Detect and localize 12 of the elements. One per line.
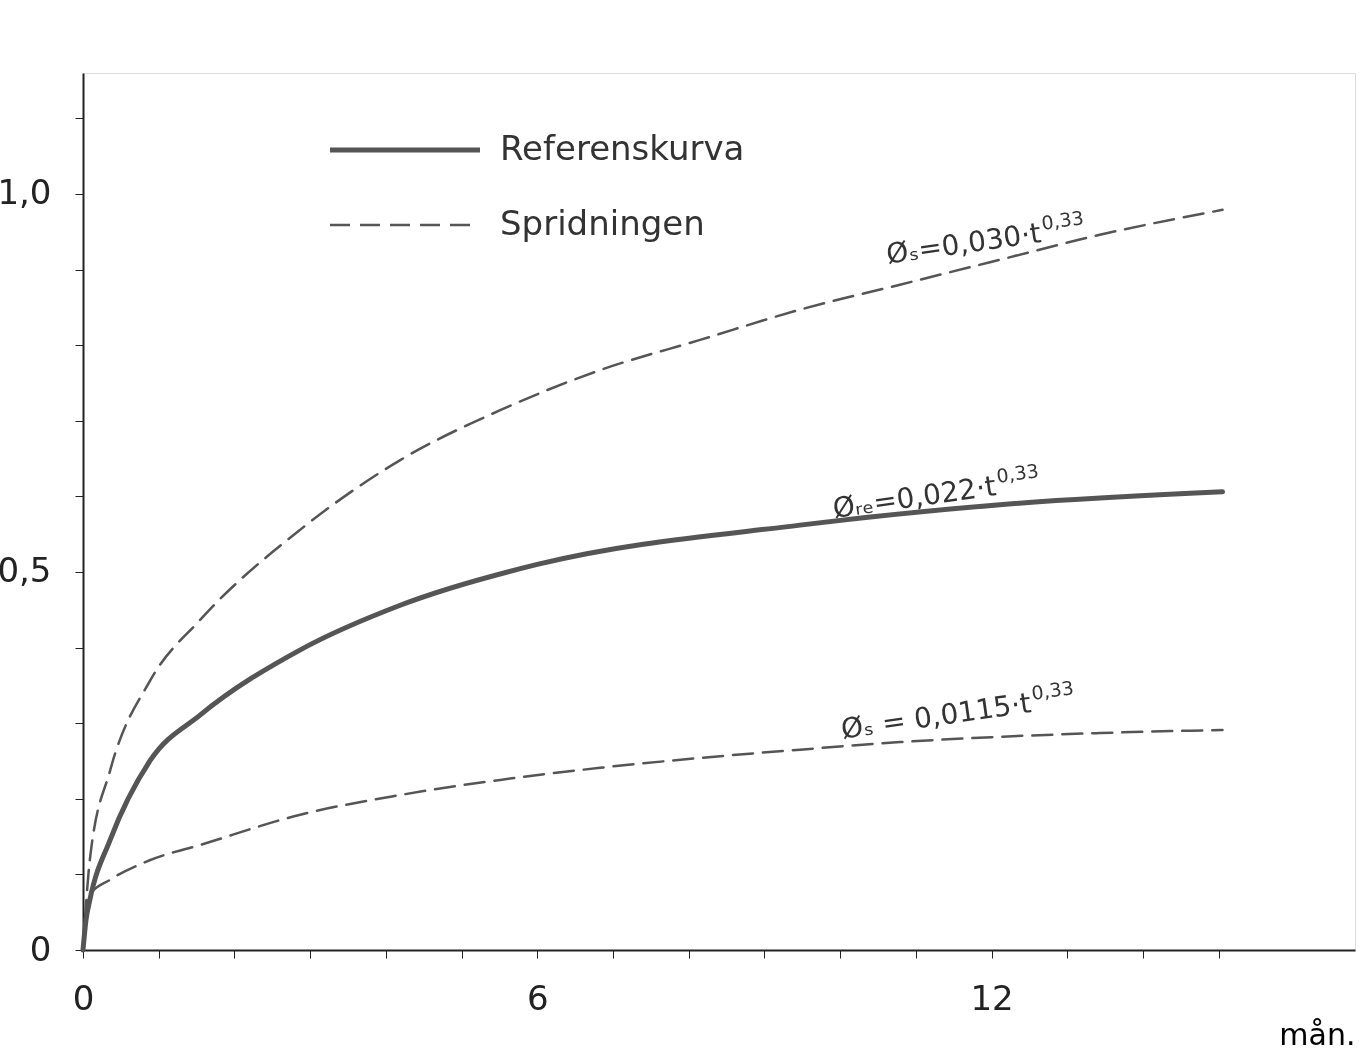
annotation: Øᵣₑ=0,022·t0,33	[830, 459, 1040, 525]
y-tick-label: 0	[29, 928, 52, 969]
x-tick-label: 6	[526, 977, 549, 1018]
x-tick-label: 0	[72, 977, 95, 1018]
x-tick-label: 12	[970, 977, 1014, 1018]
annotation: Øₛ = 0,0115·t0,33	[838, 676, 1075, 746]
x-axis-title: mån.	[1279, 1016, 1356, 1051]
y-tick-label: 1,0	[0, 172, 52, 213]
y-tick-label: 0,5	[0, 550, 52, 591]
legend-label: Referenskurva	[500, 128, 745, 168]
legend-label: Spridningen	[500, 203, 705, 243]
annotation: Øₛ=0,030·t0,33	[884, 206, 1085, 271]
